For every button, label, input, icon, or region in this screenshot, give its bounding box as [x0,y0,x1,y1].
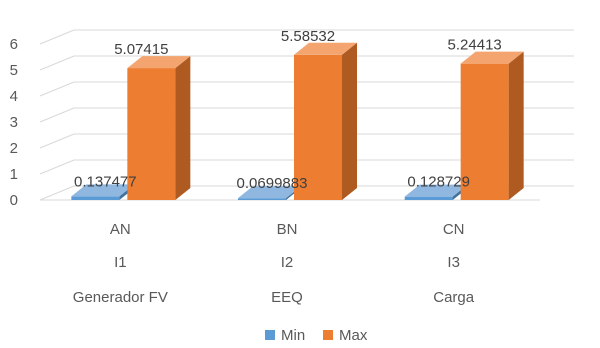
category-label-level1: AN [110,221,131,238]
data-label-min: 0.137477 [74,173,137,190]
y-tick-label: 6 [10,36,18,53]
data-label-max: 5.07415 [114,41,168,58]
legend-label: Max [339,327,368,344]
gridline-side [39,107,75,123]
bar-min-front [71,196,120,200]
bar-max-top [460,51,524,64]
gridline-side [39,159,75,175]
bar-max-side [342,42,357,201]
bar-max-top [127,56,191,69]
y-tick-label: 0 [10,192,18,209]
y-tick-label: 4 [10,88,18,105]
legend: Min Max [265,327,368,344]
gridline-side [39,55,75,71]
legend-label: Min [281,327,305,344]
data-label-max: 5.24413 [448,37,502,54]
bar-max [460,51,524,200]
bar-min-front [404,196,453,200]
bar-max-side [508,51,524,200]
bar-max-front [294,54,342,201]
bar-min-top [238,186,301,199]
bar-min-top [71,184,135,197]
bars [71,42,524,201]
bar-max-front [460,63,509,200]
category-label-level3: Generador FV [73,289,168,306]
bar-max [127,56,191,201]
category-label-level3: EEQ [271,289,303,306]
category-label-level1: CN [443,221,465,238]
legend-swatch [265,330,275,340]
bar-max [294,42,357,201]
data-label-min: 0.0699883 [237,175,308,192]
data-label-min: 0.128729 [407,174,470,191]
bar-max-top [294,42,357,55]
legend-swatch [323,330,333,340]
category-labels: AN I1 Generador FV BN I2 EEQ CN I3 Carga [73,221,475,306]
bar-max-front [127,68,176,200]
y-tick-label: 3 [10,114,18,131]
bar-min-front [238,198,286,200]
y-axis-ticks: 0 1 2 3 4 5 6 [10,36,18,209]
category-label-level3: Carga [433,289,475,306]
gridline-side [39,185,75,201]
bar-min-top [404,184,468,197]
gridline-side [39,81,75,97]
y-tick-label: 5 [10,62,18,79]
category-label-level2: I3 [447,254,460,271]
data-label-max: 5.58532 [281,28,335,45]
category-label-level2: I2 [281,254,294,271]
bar-max-side [175,56,191,201]
category-label-level2: I1 [114,254,127,271]
gridline-side [39,29,75,45]
category-label-level1: BN [277,221,298,238]
y-tick-label: 1 [10,166,18,183]
gridline-side [39,133,75,149]
data-labels: 0.137477 5.07415 0.0699883 5.58532 0.128729 5… [74,28,502,192]
y-tick-label: 2 [10,140,18,157]
